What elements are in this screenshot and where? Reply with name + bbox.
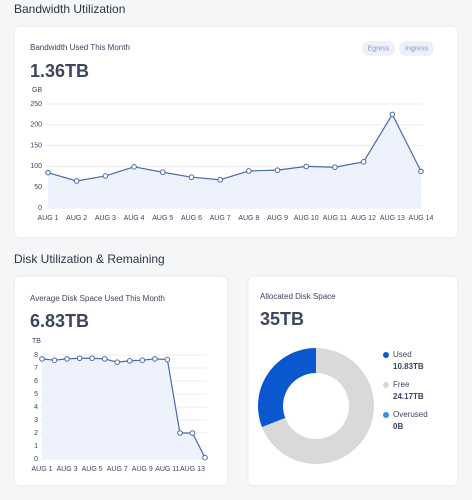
area [48,114,421,208]
legend-value: 24.17TB [393,392,424,401]
point [164,356,171,363]
x-tick-label: AUG 11 [323,215,347,222]
y-tick-label: 100 [30,163,42,170]
x-tick-label: AUG 9 [267,215,288,222]
point [177,430,183,436]
point [152,356,158,362]
ingress-button[interactable] [399,41,434,56]
legend-swatch [383,412,389,418]
point [131,164,137,170]
area [42,358,205,459]
x-tick-label: AUG 14 [409,215,434,222]
y-tick-label: 7 [34,365,38,372]
point [189,430,196,436]
x-tick-label: AUG 9 [132,466,153,473]
point [89,355,95,362]
y-tick-label: 50 [34,184,42,191]
x-tick-label: AUG 5 [152,215,173,222]
point [126,358,133,364]
point [51,357,58,364]
egress-button[interactable] [362,41,395,56]
x-tick-label: AUG 3 [57,466,78,473]
x-tick-label: AUG 7 [107,466,128,473]
point [114,359,121,365]
headline: 6.83TB [30,311,89,331]
y-tick-label: 4 [34,404,38,411]
y-tick-label: 1 [34,443,38,450]
slice [261,348,374,464]
y-tick-label: 0 [34,456,38,463]
point [332,164,338,171]
legend-label: Free [393,380,410,389]
point [39,356,45,362]
point [246,168,252,174]
point [188,174,195,181]
section-title: Bandwidth Utilization [14,2,125,16]
ingress-button-label[interactable]: Ingress [405,45,428,52]
point [360,159,367,165]
x-tick-label: AUG 11 [155,466,179,473]
headline: 35TB [260,309,304,329]
headline: 1.36TB [30,61,89,81]
point [202,454,208,461]
point [389,111,396,118]
y-axis-label: TB [32,338,41,345]
point [101,356,108,362]
point [303,163,310,170]
egress-button-label[interactable]: Egress [368,45,390,52]
x-tick-label: AUG 13 [380,215,405,222]
point [45,169,51,176]
legend-value: 10.83TB [393,362,424,371]
legend-label: Used [393,350,412,359]
x-tick-label: AUG 10 [294,215,319,222]
point [274,167,281,173]
y-tick-label: 8 [34,352,38,359]
point [418,168,424,175]
legend-value: 0B [393,422,403,431]
chart-title: Allocated Disk Space [260,292,336,301]
y-tick-label: 200 [30,122,42,129]
line [47,113,422,182]
y-tick-label: 3 [34,417,38,424]
point [64,356,70,362]
y-tick-label: 2 [34,430,38,437]
chart-title: Average Disk Space Used This Month [30,294,165,303]
y-tick-label: 0 [38,205,42,212]
legend-swatch [383,382,389,388]
legend-label: Overused [393,410,428,419]
y-axis-label: GB [32,87,42,94]
y-tick-label: 5 [34,391,38,398]
x-tick-label: AUG 1 [37,215,58,222]
point [217,176,223,183]
x-tick-label: AUG 12 [351,215,376,222]
slice [257,348,316,428]
x-tick-label: AUG 5 [82,466,103,473]
x-tick-label: AUG 8 [238,215,259,222]
x-tick-label: AUG 13 [180,466,205,473]
chart-title: Bandwidth Used This Month [30,43,130,52]
point [76,355,83,362]
x-tick-label: AUG 1 [31,466,52,473]
y-tick-label: 250 [30,101,42,108]
point [102,173,109,179]
x-tick-label: AUG 3 [95,215,116,222]
x-tick-label: AUG 2 [66,215,87,222]
x-tick-label: AUG 7 [210,215,231,222]
legend-swatch [383,352,389,358]
point [139,357,146,364]
y-tick-label: 6 [34,378,38,385]
y-tick-label: 150 [30,142,42,149]
point [159,169,166,176]
x-tick-label: AUG 6 [181,215,202,222]
section-title: Disk Utilization & Remaining [14,252,165,266]
point [73,178,80,184]
x-tick-label: AUG 4 [124,215,145,222]
